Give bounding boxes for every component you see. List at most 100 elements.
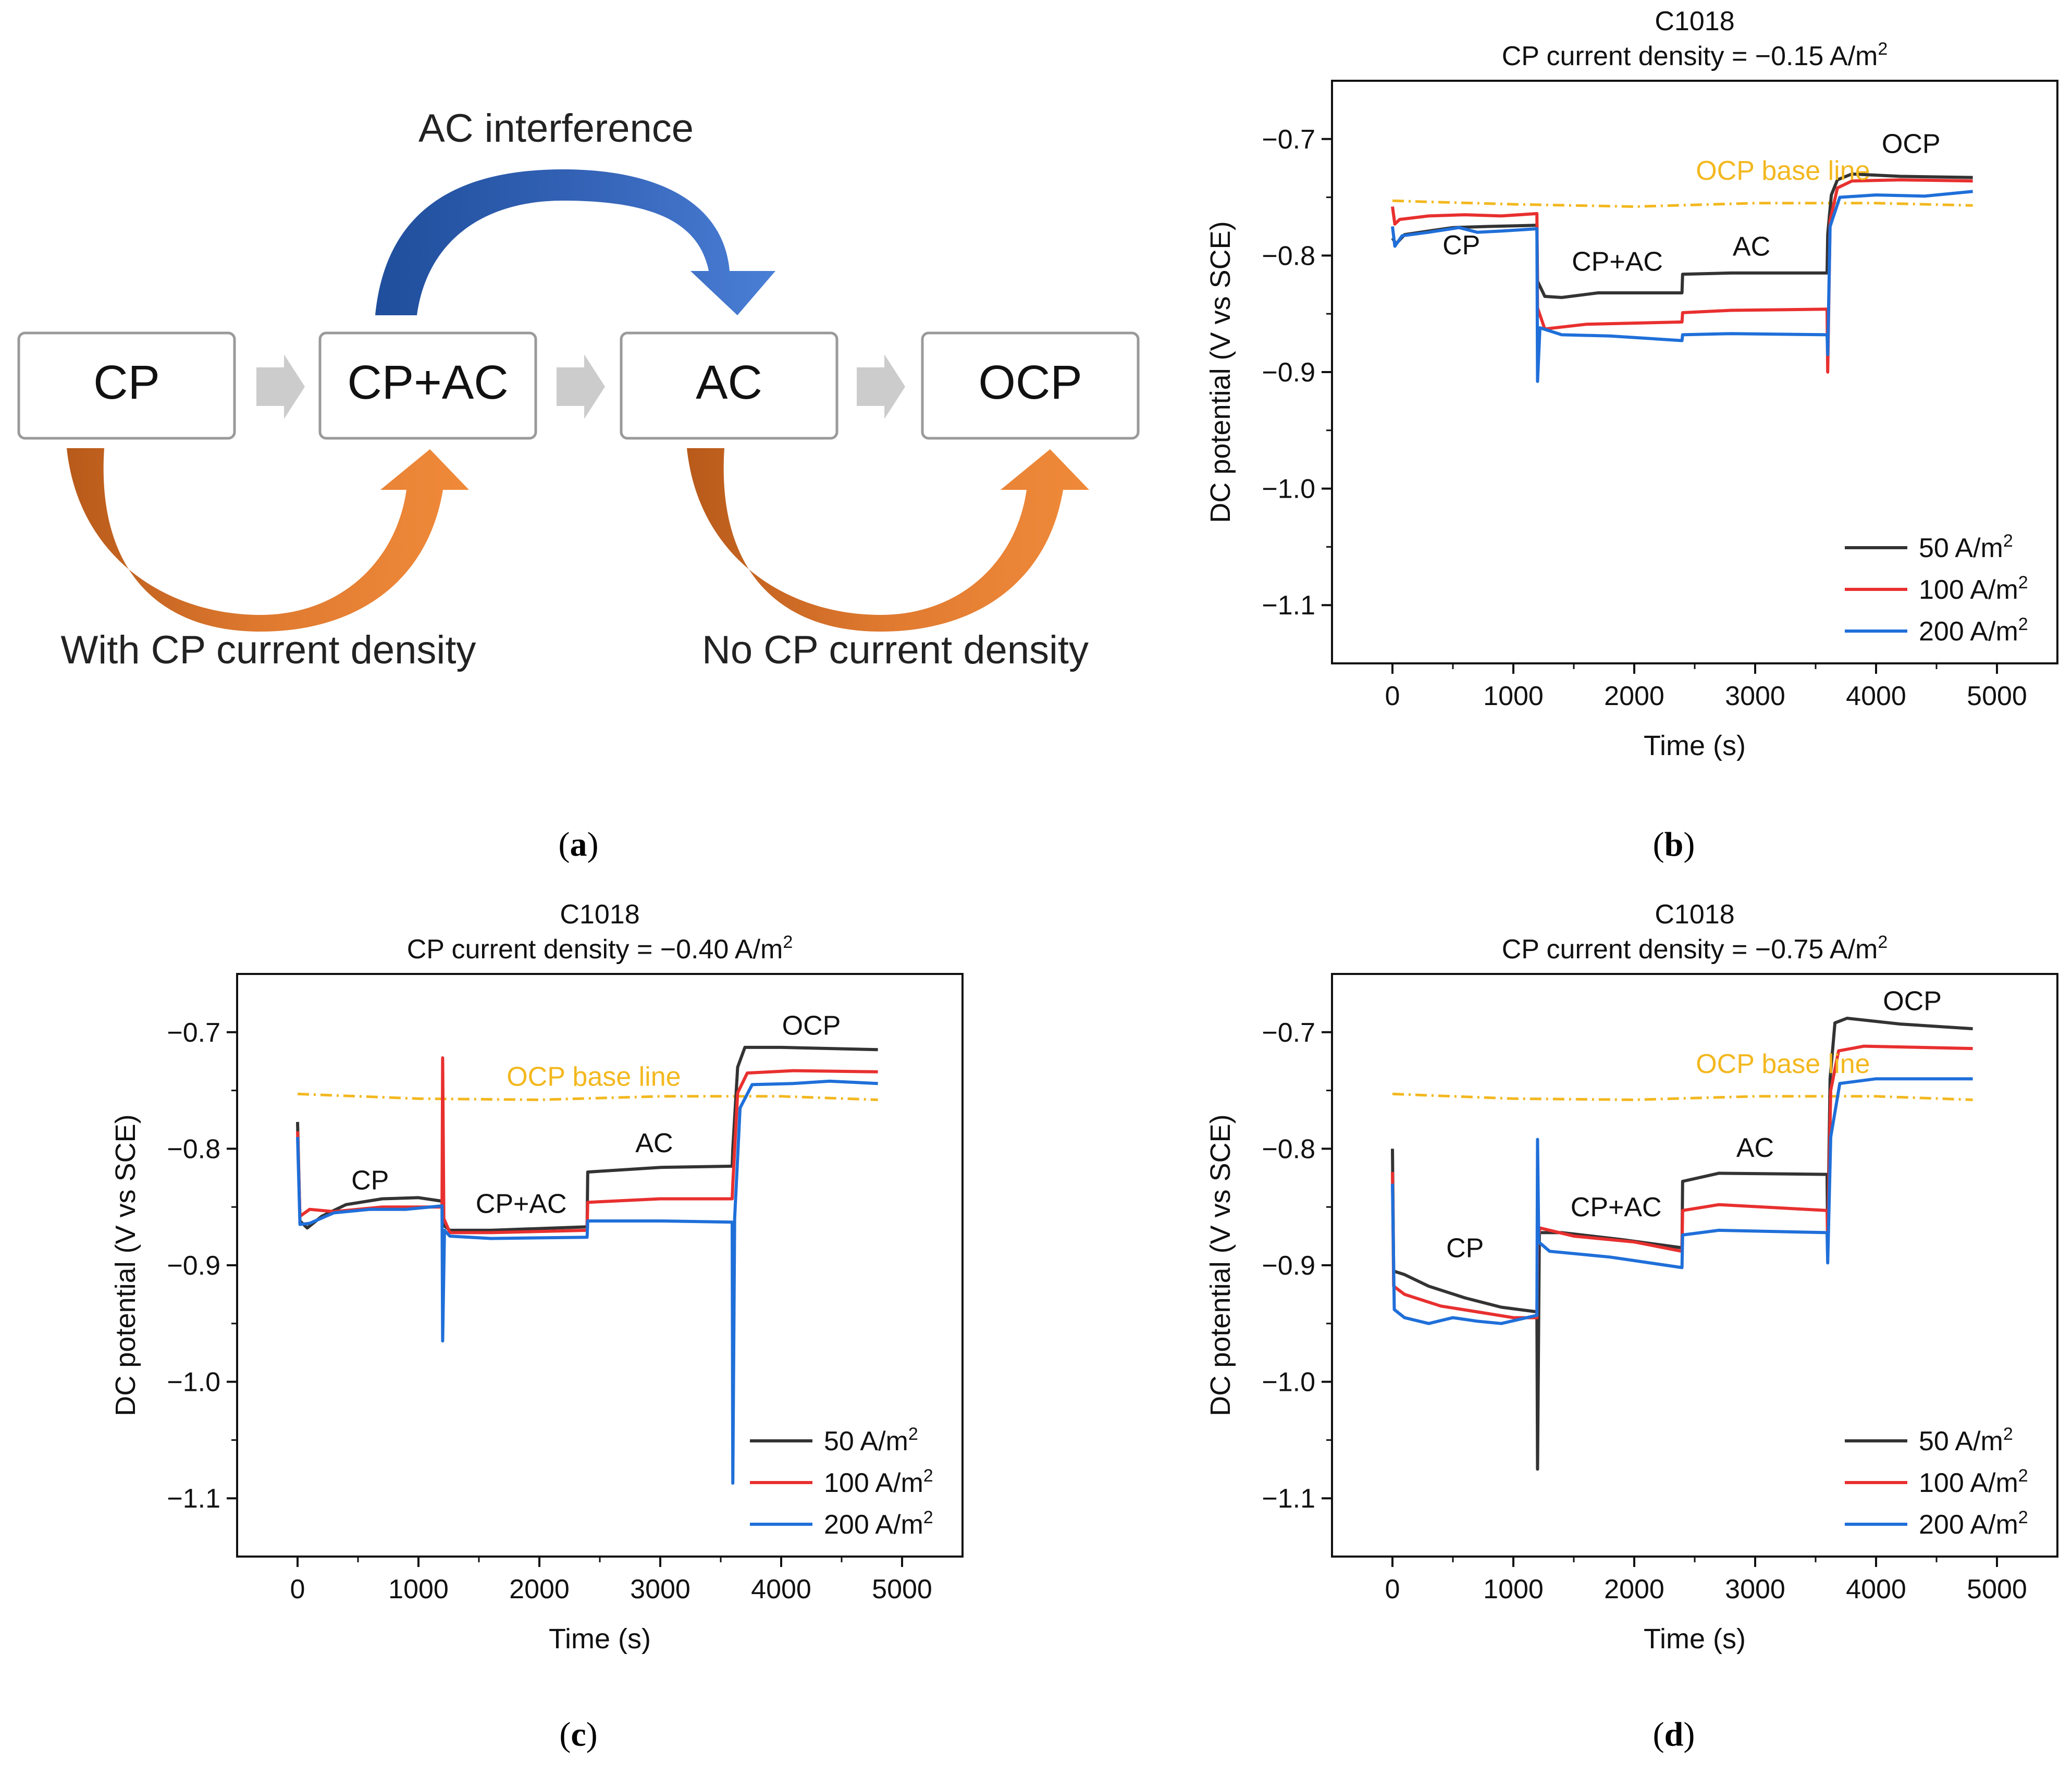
flow-box-cp-ac-label: CP+AC bbox=[347, 356, 508, 409]
panel-letter-b: b bbox=[1664, 825, 1684, 863]
chart-subtitle-sup: 2 bbox=[1878, 932, 1888, 952]
x-tick-label: 3000 bbox=[630, 1574, 690, 1604]
flow-box-cp: CP bbox=[17, 331, 236, 440]
chart-series-group bbox=[1391, 172, 1973, 383]
x-tick-label: 2000 bbox=[1604, 681, 1664, 711]
y-tick-label: −1.1 bbox=[167, 1484, 220, 1514]
chart-subtitle-prefix: CP current density = bbox=[1502, 41, 1755, 71]
chart-annotation: CP+AC bbox=[476, 1189, 567, 1219]
with-cp-label: With CP current density bbox=[61, 628, 476, 672]
x-tick-label: 1000 bbox=[1483, 681, 1544, 711]
legend-label: 100 A/m2 bbox=[1919, 1466, 2028, 1498]
x-axis-label: Time (s) bbox=[549, 1623, 651, 1655]
chart-series-group bbox=[1391, 1017, 1973, 1471]
chart-subtitle-prefix: CP current density = bbox=[1502, 934, 1755, 965]
legend-label-text: 50 A/m bbox=[824, 1426, 908, 1457]
legend-label-sup: 2 bbox=[2018, 1466, 2028, 1486]
y-tick-label: −0.8 bbox=[167, 1134, 220, 1164]
x-tick-label: 3000 bbox=[1725, 1574, 1785, 1604]
x-tick-label: 4000 bbox=[751, 1574, 811, 1604]
legend-label-sup: 2 bbox=[2018, 1508, 2028, 1527]
panel-label-d: (d) bbox=[1653, 1715, 1695, 1754]
chart-subtitle-prefix: CP current density = bbox=[407, 934, 660, 965]
y-tick-label: −0.9 bbox=[1262, 1251, 1315, 1281]
legend-label: 50 A/m2 bbox=[824, 1424, 918, 1457]
y-tick-label: −0.8 bbox=[1262, 241, 1315, 271]
chart-subtitle-sup: 2 bbox=[1878, 39, 1888, 59]
chart-title: C1018 bbox=[1655, 899, 1734, 930]
chart-annotation: CP bbox=[351, 1166, 389, 1196]
y-tick-label: −0.8 bbox=[1262, 1134, 1315, 1164]
chart-subtitle-value: −0.75 A/m bbox=[1755, 934, 1878, 965]
chart-subtitle-sup: 2 bbox=[783, 932, 793, 952]
gray-arrow-3 bbox=[857, 354, 905, 419]
legend-label-sup: 2 bbox=[2003, 1424, 2013, 1444]
y-tick-label: −1.0 bbox=[1262, 1367, 1315, 1398]
series-line-200 bbox=[1391, 190, 1973, 383]
flow-box-cp-ac: CP+AC bbox=[318, 331, 537, 440]
chart-annotation: CP+AC bbox=[1571, 1192, 1662, 1223]
chart-title: C1018 bbox=[1655, 6, 1734, 36]
y-tick-label: −0.7 bbox=[1262, 1018, 1315, 1048]
legend-label-text: 100 A/m bbox=[824, 1468, 923, 1498]
chart-subtitle: CP current density = −0.40 A/m2 bbox=[407, 932, 793, 965]
legend-label-sup: 2 bbox=[923, 1508, 933, 1527]
series-line-baseline bbox=[1392, 199, 1973, 208]
legend-label-sup: 2 bbox=[923, 1466, 933, 1486]
ac-interference-arrow bbox=[375, 169, 775, 315]
x-tick-label: 5000 bbox=[1967, 681, 2027, 711]
legend-label-sup: 2 bbox=[2018, 573, 2028, 593]
chart-subtitle-value: −0.15 A/m bbox=[1755, 41, 1878, 71]
series-line-200 bbox=[1391, 1077, 1973, 1325]
ac-to-ocp-arrow bbox=[687, 448, 1089, 632]
y-axis-label: DC potential (V vs SCE) bbox=[110, 1114, 141, 1416]
series-line-baseline bbox=[297, 1092, 878, 1101]
x-tick-label: 1000 bbox=[388, 1574, 449, 1604]
legend-label: 200 A/m2 bbox=[824, 1508, 933, 1540]
chart-series-group bbox=[296, 1045, 878, 1485]
y-tick-label: −0.7 bbox=[167, 1018, 220, 1048]
y-tick-label: −1.0 bbox=[1262, 474, 1315, 504]
panel-letter-c: c bbox=[571, 1715, 586, 1754]
x-tick-label: 5000 bbox=[1967, 1574, 2027, 1604]
legend-label-text: 100 A/m bbox=[1919, 1468, 2018, 1498]
x-tick-label: 3000 bbox=[1725, 681, 1785, 711]
series-line-100 bbox=[1391, 178, 1973, 374]
legend-label-text: 50 A/m bbox=[1919, 1426, 2003, 1457]
chart-subtitle: CP current density = −0.75 A/m2 bbox=[1502, 932, 1888, 965]
x-axis-label: Time (s) bbox=[1644, 1623, 1746, 1655]
series-line-100 bbox=[1391, 1044, 1973, 1319]
flow-box-ac-label: AC bbox=[696, 356, 762, 409]
chart-subtitle-value: −0.40 A/m bbox=[660, 934, 783, 965]
series-line-baseline bbox=[1392, 1092, 1973, 1101]
panel-label-a: (a) bbox=[559, 825, 599, 863]
y-axis-label: DC potential (V vs SCE) bbox=[1205, 1114, 1236, 1416]
legend-label: 100 A/m2 bbox=[1919, 573, 2028, 605]
chart-annotation: OCP bbox=[782, 1010, 841, 1041]
x-tick-label: 0 bbox=[290, 1574, 305, 1604]
flow-diagram: AC interference CP CP+AC AC OCP With CP … bbox=[17, 106, 1140, 672]
legend-label-sup: 2 bbox=[908, 1424, 918, 1444]
flow-box-ac: AC bbox=[620, 331, 838, 440]
legend-label-sup: 2 bbox=[2018, 614, 2028, 634]
legend-label-text: 100 A/m bbox=[1919, 575, 2018, 605]
chart-annotation: OCP base line bbox=[1696, 1049, 1870, 1079]
panel-label-c: (c) bbox=[559, 1715, 597, 1754]
y-tick-label: −1.1 bbox=[1262, 590, 1315, 621]
x-tick-label: 2000 bbox=[509, 1574, 570, 1604]
legend-label: 50 A/m2 bbox=[1919, 531, 2013, 563]
gray-arrow-1 bbox=[256, 354, 305, 419]
y-tick-label: −0.9 bbox=[167, 1251, 220, 1281]
legend-label-text: 50 A/m bbox=[1919, 533, 2003, 563]
chart-annotation: CP bbox=[1446, 1233, 1484, 1263]
legend-label: 200 A/m2 bbox=[1919, 614, 2028, 647]
legend-label: 50 A/m2 bbox=[1919, 1424, 2013, 1457]
series-line-200 bbox=[296, 1079, 878, 1485]
x-tick-label: 2000 bbox=[1604, 1574, 1664, 1604]
chart-annotation: OCP base line bbox=[1696, 156, 1870, 186]
flow-box-cp-label: CP bbox=[93, 356, 160, 409]
panel-letter-a: a bbox=[570, 825, 587, 863]
x-tick-label: 4000 bbox=[1846, 1574, 1906, 1604]
y-tick-label: −1.1 bbox=[1262, 1484, 1315, 1514]
